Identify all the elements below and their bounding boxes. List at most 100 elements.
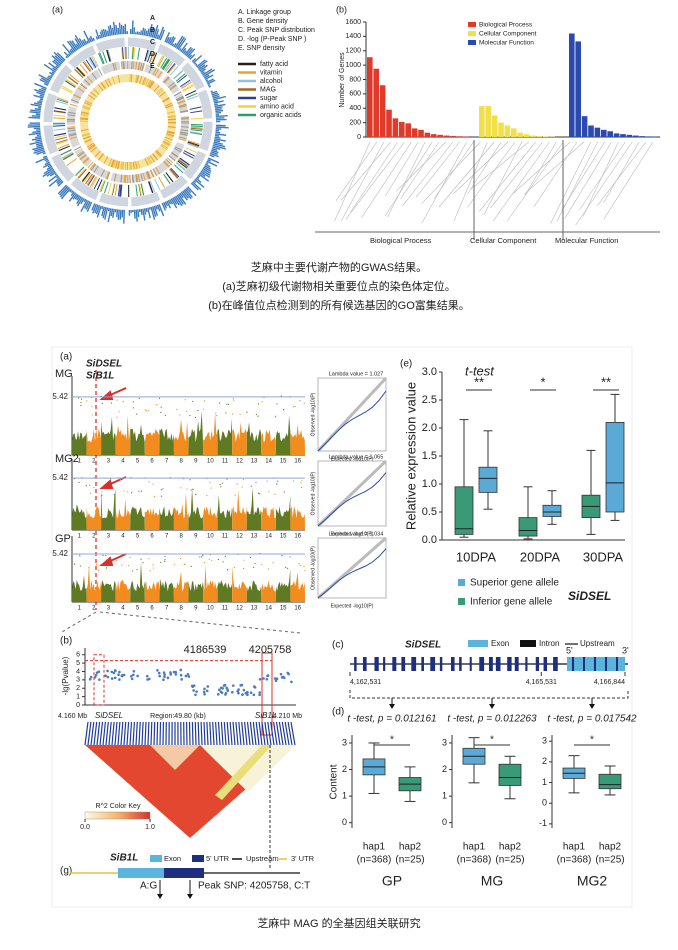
circos-density (102, 207, 107, 219)
circos-snp-density (135, 161, 138, 170)
circos-density (140, 208, 143, 216)
snp-point-decor (199, 556, 201, 558)
snp-point-decor (80, 405, 82, 407)
manhattan-band (246, 422, 262, 455)
circos-density (176, 194, 184, 205)
y-tick-label: 5 (76, 660, 80, 667)
circos-density (172, 197, 178, 205)
circos-snp-density (157, 89, 164, 96)
circos-density (84, 200, 90, 209)
circos-density (45, 159, 50, 163)
y-tick-label: 4 (76, 668, 80, 675)
snp-point-decor (101, 402, 103, 404)
circos-peak (135, 174, 138, 183)
manhattan-band (159, 428, 174, 455)
snp-point-decor (225, 412, 227, 414)
circos-density (214, 134, 220, 137)
circos-density (92, 203, 97, 214)
circos-peak (132, 61, 135, 70)
x-tick-label: 6 (150, 534, 154, 540)
snp-point-decor (95, 563, 97, 566)
circos-snp-density (80, 117, 89, 120)
chart-title: t -test, p = 0.012161 (347, 714, 436, 725)
circos-density (78, 38, 85, 47)
circos-density (154, 29, 160, 39)
manhattan-band (232, 422, 247, 455)
snp-point-decor (156, 669, 159, 672)
snp-point-decor (276, 403, 278, 405)
circos-snp-density (84, 138, 92, 143)
circos-peak (112, 62, 116, 71)
circos-snp-density (155, 150, 162, 158)
circos-density (135, 209, 138, 222)
ld-link-decor (126, 721, 130, 746)
zoom-connector (59, 611, 97, 634)
qq-y-label: Observed -log10(P) (310, 471, 316, 515)
circos-density (142, 208, 146, 221)
y-tick-label: 1 (76, 693, 80, 700)
ld-link-decor (102, 721, 106, 746)
circos-density (69, 189, 73, 193)
snp-point-decor (206, 685, 210, 688)
circos-density (101, 206, 106, 217)
circos-density (208, 85, 212, 88)
circos-peak (157, 71, 163, 79)
snp-point-decor (253, 685, 256, 688)
bar (485, 106, 491, 137)
circos-peak (139, 62, 143, 71)
y-axis-label: Relative expression value (403, 382, 418, 530)
ld-link-decor (278, 721, 284, 746)
snp-point-decor (117, 673, 120, 676)
circos-density (212, 93, 220, 98)
y-tick-label: 800 (349, 76, 361, 83)
significance: * (490, 735, 494, 746)
circos-snp (190, 127, 203, 130)
manhattan-band (159, 506, 174, 530)
snp-point-decor (226, 478, 228, 480)
circos-snp (138, 183, 142, 196)
y-tick-label: 3.0 (422, 366, 437, 378)
circos-density (117, 209, 120, 220)
panel-label: (g) (60, 866, 72, 877)
x-tick-label: 8 (180, 606, 184, 612)
circos-density (201, 71, 205, 75)
snp-point-decor (220, 486, 222, 488)
circos-snp (158, 176, 165, 188)
qq-diagonal (317, 536, 387, 600)
circos-density (207, 79, 216, 85)
circos-density (180, 191, 188, 201)
snp-point-decor (132, 401, 134, 403)
circos-density (205, 79, 209, 82)
circos-snp (122, 47, 124, 60)
snp-point-decor (190, 684, 194, 688)
manhattan-band (232, 565, 247, 602)
circos-density (34, 88, 46, 94)
x-tick-label: 8 (180, 534, 184, 540)
circos-density (215, 131, 221, 134)
go-term-decor (433, 141, 474, 199)
ld-link-decor (156, 721, 159, 746)
bar (523, 134, 530, 137)
circos-snp (55, 136, 67, 141)
snp-point-decor (252, 693, 256, 697)
snp-point-decor (106, 669, 109, 673)
circos-density (29, 111, 41, 114)
circos-density (213, 100, 224, 104)
bar (392, 118, 399, 137)
circos-peak (82, 157, 90, 164)
circos-snp (186, 95, 199, 101)
x-tick-label: hap2 (499, 842, 522, 853)
snp-point-decor (186, 488, 188, 490)
circos-density (51, 71, 55, 75)
snp-point-decor (282, 409, 285, 411)
circos-peak (97, 68, 103, 76)
circos-snp-density (107, 78, 112, 86)
ld-link-decor (267, 721, 272, 746)
circos-snp (190, 132, 203, 135)
circos-density (44, 161, 50, 166)
circos-density (149, 27, 154, 38)
manhattan-band (72, 504, 87, 530)
circos-snp (147, 50, 152, 63)
go-term-decor (597, 141, 647, 206)
exon-decor (543, 657, 548, 671)
